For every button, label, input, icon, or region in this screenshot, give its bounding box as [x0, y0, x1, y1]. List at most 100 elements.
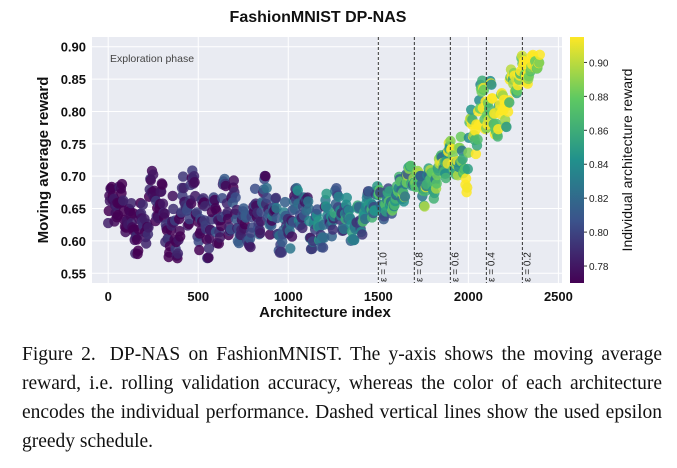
- x-tick-label: 500: [187, 289, 209, 304]
- architecture-point: [159, 208, 170, 219]
- architecture-point: [260, 171, 271, 182]
- colorbar-gradient: [570, 37, 584, 283]
- plot-area: ε = 1.0 ε = 0.8 ε = 0.6 ε = 0.4 ε = 0.2 Expl…: [92, 37, 562, 283]
- architecture-point: [501, 121, 512, 133]
- architecture-point: [172, 248, 184, 259]
- architecture-point: [204, 233, 215, 244]
- architecture-point: [285, 243, 296, 254]
- y-tick-label: 0.60: [61, 234, 86, 249]
- architecture-point: [470, 148, 482, 160]
- architecture-point: [462, 163, 473, 175]
- epsilon-lines: ε = 1.0 ε = 0.8 ε = 0.6 ε = 0.4 ε = 0.2: [377, 37, 533, 283]
- architecture-point: [116, 178, 128, 190]
- architecture-point: [143, 222, 154, 233]
- architecture-point: [399, 191, 411, 202]
- architecture-point: [157, 179, 168, 190]
- architecture-point: [228, 175, 239, 186]
- architecture-point: [189, 177, 200, 188]
- architecture-point: [137, 199, 148, 210]
- architecture-point: [419, 201, 430, 212]
- architecture-point: [264, 229, 276, 240]
- x-tick-label: 1500: [364, 289, 393, 304]
- architecture-point: [277, 236, 288, 247]
- architecture-point: [230, 192, 241, 203]
- chart-title: FashionMNIST DP-NAS: [230, 9, 407, 26]
- colorbar-ticks: 0.78 0.80 0.82 0.84 0.86 0.88 0.90: [584, 58, 609, 273]
- architecture-point: [214, 232, 226, 243]
- architecture-point: [455, 131, 467, 142]
- architecture-point: [261, 182, 272, 194]
- architecture-point: [245, 241, 256, 253]
- architecture-point: [487, 93, 498, 104]
- architecture-point: [502, 106, 514, 117]
- figure: FashionMNIST DP-NAS ε = 1.0 ε = 0.8 ε = 0.…: [35, 9, 635, 321]
- architecture-point: [194, 244, 205, 256]
- architecture-point: [486, 79, 497, 90]
- x-tick-label: 1000: [274, 289, 303, 304]
- architecture-point: [203, 252, 214, 263]
- architecture-point: [175, 231, 186, 242]
- architecture-point: [327, 224, 339, 235]
- architecture-point: [141, 238, 152, 249]
- y-tick-label: 0.80: [61, 104, 86, 119]
- caption-label: Figure 2.: [22, 344, 96, 365]
- architecture-point: [349, 234, 360, 246]
- architecture-point: [216, 220, 227, 232]
- architecture-point: [504, 97, 515, 108]
- x-axis-ticks: 0 500 1000 1500 2000 2500: [105, 289, 573, 304]
- x-tick-label: 0: [105, 289, 112, 304]
- scatter-points: [103, 49, 545, 264]
- y-tick-label: 0.70: [61, 169, 86, 184]
- architecture-point: [168, 203, 179, 215]
- figure-caption: Figure 2. DP-NAS on FashionMNIST. The y-a…: [22, 340, 662, 456]
- exploration-phase-label: Exploration phase: [110, 53, 194, 65]
- x-tick-label: 2500: [544, 289, 573, 304]
- colorbar-tick-label: 0.90: [589, 58, 609, 69]
- architecture-point: [270, 192, 282, 204]
- y-axis-label: Moving average reward: [35, 77, 52, 244]
- y-tick-label: 0.65: [61, 202, 86, 217]
- architecture-point: [255, 228, 266, 239]
- architecture-point: [357, 229, 368, 240]
- y-tick-label: 0.55: [61, 266, 86, 281]
- architecture-point: [472, 134, 483, 145]
- y-tick-label: 0.85: [61, 72, 86, 87]
- architecture-point: [276, 247, 287, 258]
- epsilon-label: ε = 0.6: [450, 252, 461, 282]
- y-tick-label: 0.90: [61, 40, 86, 55]
- architecture-point: [177, 171, 189, 182]
- architecture-point: [203, 243, 215, 254]
- architecture-point: [297, 222, 308, 234]
- caption-text: DP-NAS on FashionMNIST. The y-axis shows…: [22, 344, 662, 452]
- architecture-point: [303, 203, 314, 214]
- architecture-point: [193, 236, 204, 247]
- x-axis-label: Architecture index: [259, 304, 391, 321]
- architecture-point: [431, 178, 442, 189]
- architecture-point: [286, 231, 298, 242]
- colorbar-tick-label: 0.86: [589, 126, 609, 137]
- x-tick-label: 2000: [454, 289, 483, 304]
- architecture-point: [279, 196, 291, 208]
- architecture-point: [126, 198, 137, 209]
- epsilon-label: ε = 0.4: [486, 252, 497, 282]
- architecture-point: [317, 242, 329, 253]
- colorbar-tick-label: 0.82: [589, 194, 609, 205]
- architecture-point: [460, 173, 472, 184]
- architecture-point: [292, 185, 303, 196]
- architecture-point: [440, 172, 452, 184]
- y-tick-label: 0.75: [61, 137, 86, 152]
- colorbar-tick-label: 0.80: [589, 228, 609, 239]
- y-axis-ticks: 0.55 0.60 0.65 0.70 0.75 0.80 0.85 0.90: [61, 40, 86, 282]
- architecture-point: [445, 135, 456, 147]
- architecture-point: [534, 49, 545, 60]
- architecture-point: [462, 182, 473, 193]
- epsilon-label: ε = 0.8: [414, 252, 425, 282]
- architecture-point: [157, 198, 169, 209]
- colorbar-tick-label: 0.84: [589, 160, 609, 171]
- architecture-point: [131, 234, 143, 245]
- architecture-point: [341, 192, 352, 203]
- colorbar: 0.78 0.80 0.82 0.84 0.86 0.88 0.90: [570, 37, 609, 283]
- epsilon-label: ε = 1.0: [378, 252, 389, 282]
- colorbar-label: Individual architecture reward: [619, 69, 635, 252]
- architecture-point: [167, 190, 178, 202]
